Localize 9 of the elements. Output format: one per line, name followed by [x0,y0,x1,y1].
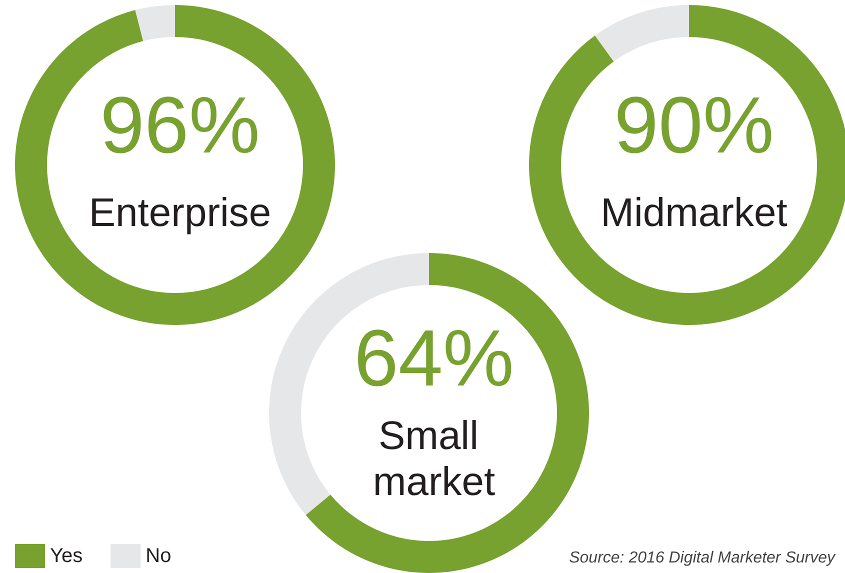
slice-label: Midmarket [600,191,788,235]
legend-label: Yes [50,545,83,567]
data-label: 64% [354,314,514,402]
data-label: 96% [100,80,260,170]
source-note: Source: 2016 Digital Marketer Survey [569,550,836,566]
data-label: 90% [614,80,774,170]
slice-label: Enterprise [88,191,272,235]
legend-label: No [146,545,172,567]
slice-label: Small market [372,414,496,504]
